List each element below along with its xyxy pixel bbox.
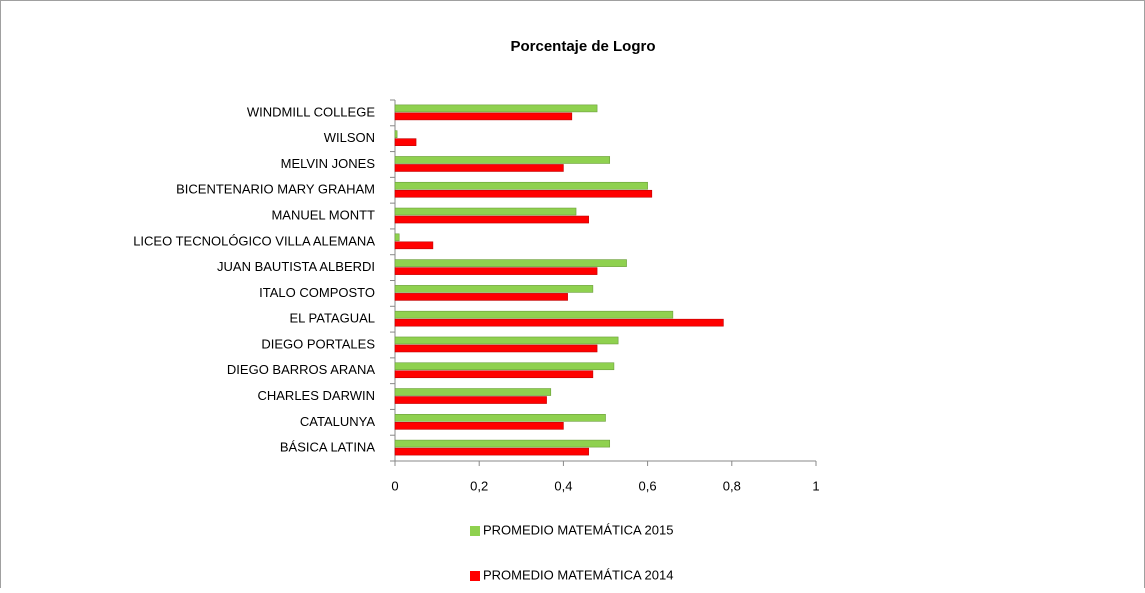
bar	[394, 259, 627, 267]
bar	[394, 215, 589, 224]
bar	[394, 130, 398, 138]
chart-title: Porcentaje de Logro	[510, 38, 655, 55]
y-tick-label: BICENTENARIO MARY GRAHAM	[176, 182, 375, 197]
legend-swatch	[470, 571, 480, 581]
y-tick-label: LICEO TECNOLÓGICO VILLA ALEMANA	[133, 233, 375, 248]
bar	[394, 388, 552, 396]
bar	[394, 189, 653, 198]
y-tick-label: ITALO COMPOSTO	[259, 285, 375, 300]
bar	[394, 318, 724, 327]
y-tick-label: DIEGO PORTALES	[261, 336, 375, 351]
legend-label: PROMEDIO MATEMÁTICA 2015	[483, 522, 673, 537]
bar	[394, 362, 615, 371]
bar	[394, 112, 573, 121]
x-tick-label: 0	[391, 478, 398, 493]
y-tick-label: EL PATAGUAL	[290, 311, 376, 326]
legend-swatch	[470, 526, 480, 536]
bar	[394, 414, 606, 422]
bar	[394, 422, 564, 430]
bar	[394, 164, 564, 172]
x-tick-label: 1	[812, 478, 819, 493]
bar	[394, 241, 434, 250]
bar	[394, 310, 674, 319]
legend-label: PROMEDIO MATEMÁTICA 2014	[483, 567, 673, 582]
y-tick-label: BÁSICA LATINA	[280, 440, 375, 455]
bar	[394, 267, 598, 275]
bar	[394, 396, 547, 404]
bar	[394, 207, 577, 216]
bar	[394, 439, 611, 448]
y-tick-label: MANUEL MONTT	[271, 207, 375, 222]
bar	[394, 344, 598, 353]
x-tick-label: 0,6	[639, 478, 657, 493]
bar	[394, 293, 568, 301]
bar	[394, 156, 611, 164]
bar	[394, 138, 417, 146]
x-tick-label: 0,4	[554, 478, 572, 493]
y-tick-label: JUAN BAUTISTA ALBERDI	[217, 259, 375, 274]
bar	[394, 233, 400, 242]
y-tick-label: WINDMILL COLLEGE	[247, 104, 375, 119]
bar	[394, 181, 648, 190]
y-tick-label: CHARLES DARWIN	[257, 388, 375, 403]
y-tick-label: DIEGO BARROS ARANA	[227, 362, 375, 377]
bar	[394, 336, 619, 345]
bar	[394, 370, 594, 379]
x-tick-label: 0,2	[470, 478, 488, 493]
y-tick-label: CATALUNYA	[300, 414, 375, 429]
bar	[394, 285, 594, 293]
bar	[394, 447, 589, 456]
x-tick-label: 0,8	[723, 478, 741, 493]
bar	[394, 104, 598, 113]
y-tick-label: MELVIN JONES	[281, 156, 376, 171]
y-tick-label: WILSON	[324, 130, 375, 145]
